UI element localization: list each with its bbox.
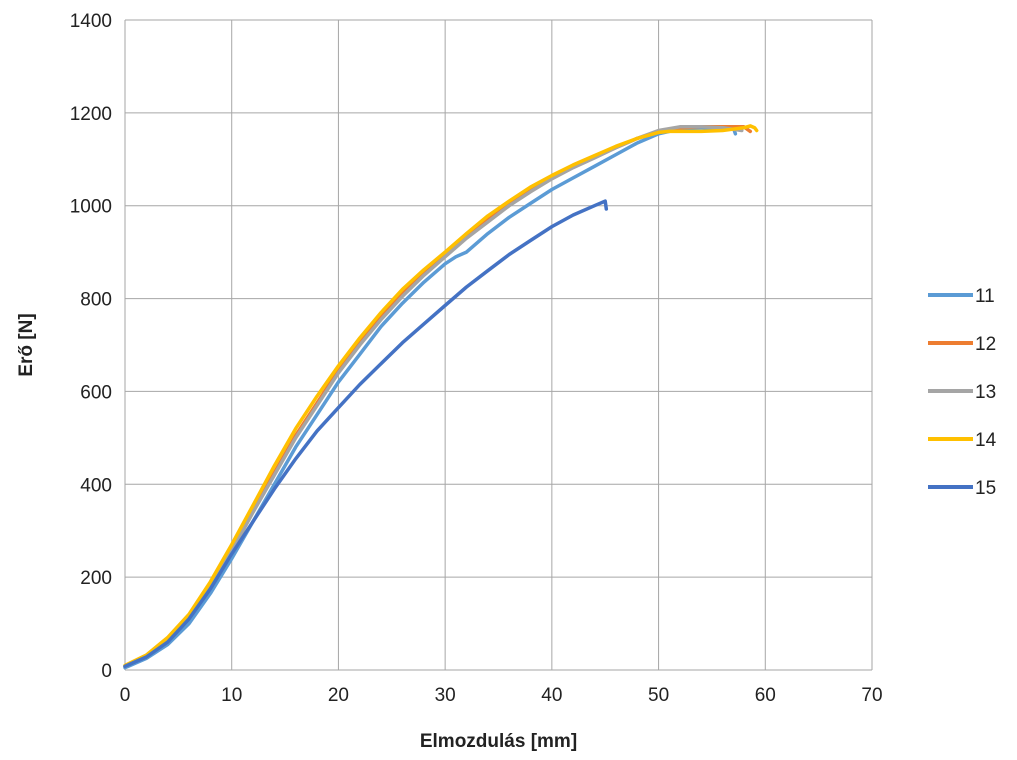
legend-label-14: 14 [975,430,997,451]
x-tick-label: 40 [541,685,562,706]
legend-label-15: 15 [975,478,996,499]
y-tick-label: 1400 [70,11,112,32]
tick-labels: 0 200 400 600 800 1000 1200 1400 0 10 20 30 40 50 60 70 [70,11,883,706]
x-tick-label: 30 [435,685,456,706]
y-tick-label: 1200 [70,104,112,125]
x-tick-label: 10 [221,685,242,706]
series-line-15 [123,199,609,669]
y-axis-title: Erő [N] [16,313,37,376]
series-lines [123,124,759,670]
legend-label-13: 13 [975,382,996,403]
y-tick-label: 1000 [70,197,112,218]
legend-label-11: 11 [975,286,995,307]
series-line-11 [123,125,738,670]
y-tick-label: 0 [101,661,112,682]
x-tick-label: 60 [755,685,776,706]
y-tick-label: 800 [80,290,112,311]
legend-label-12: 12 [975,334,996,355]
y-tick-label: 400 [80,475,112,496]
y-tick-label: 200 [80,568,112,589]
series-line-12 [123,125,753,669]
y-tick-label: 600 [80,382,112,403]
series-line-13 [123,125,744,669]
x-tick-label: 0 [120,685,131,706]
x-tick-label: 50 [648,685,669,706]
gridlines [124,19,873,671]
series-line-14 [123,124,759,668]
x-tick-label: 20 [328,685,349,706]
x-tick-label: 70 [861,685,882,706]
legend: 11 12 13 14 15 [928,286,997,499]
x-axis-title: Elmozdulás [mm] [420,731,577,752]
